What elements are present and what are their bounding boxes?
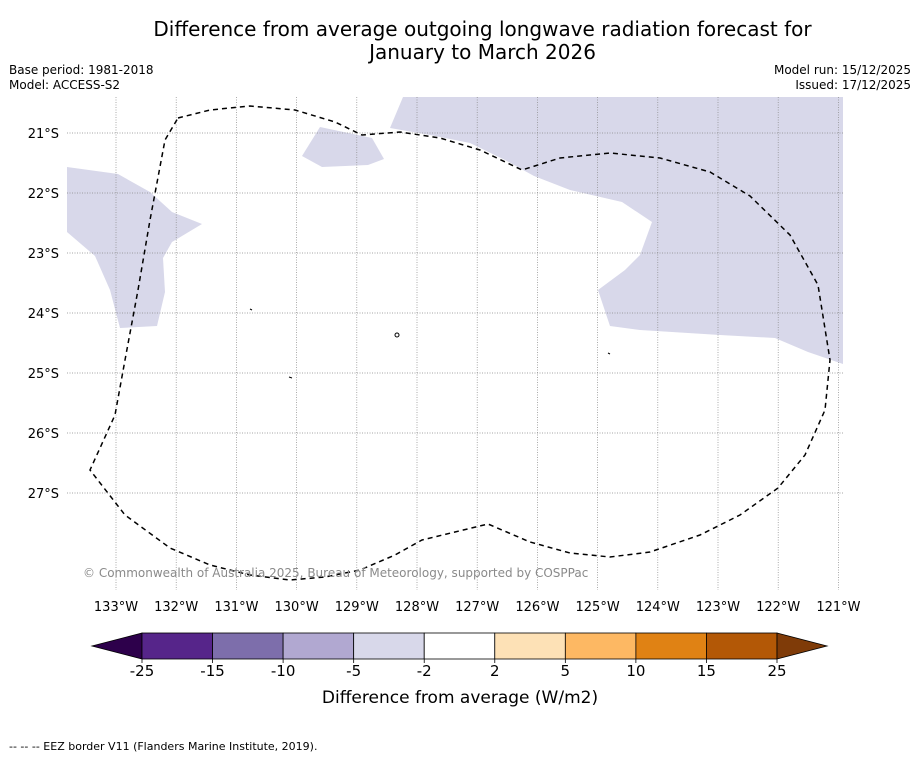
eez-footnote: -- -- -- EEZ border V11 (Flanders Marine…	[9, 740, 318, 753]
map-plot-area: © Commonwealth of Australia 2025, Bureau…	[28, 97, 861, 615]
colorbar-segment	[212, 632, 284, 660]
lon-label: 125°W	[576, 600, 620, 615]
colorbar-tick-label: -25	[130, 662, 155, 680]
colorbar-tick-label: -10	[271, 662, 296, 680]
meta-left: Base period: 1981-2018 Model: ACCESS-S2	[9, 63, 154, 93]
meta-right: Model run: 15/12/2025 Issued: 17/12/2025	[774, 63, 911, 93]
lat-label: 24°S	[28, 307, 59, 322]
colorbar: -25 -15 -10 -5 -2 2 5 10 15 25 Difference from av…	[90, 632, 829, 708]
lon-label: 123°W	[696, 600, 740, 615]
lon-label: 121°W	[816, 600, 860, 615]
colorbar-segment	[494, 632, 566, 660]
model-name: Model: ACCESS-S2	[9, 78, 121, 92]
lon-label: 129°W	[335, 600, 379, 615]
colorbar-tick-label: 5	[561, 662, 571, 680]
shading-region-east	[390, 97, 843, 364]
title-line-1: Difference from average outgoing longwav…	[153, 17, 812, 41]
colorbar-segment	[282, 632, 355, 660]
negative-anomaly-shading	[67, 97, 843, 364]
lon-label: 128°W	[395, 600, 439, 615]
colorbar-label: Difference from average (W/m2)	[322, 688, 598, 708]
colorbar-tick-label: 10	[626, 662, 645, 680]
island-marker-1	[249, 308, 253, 311]
colorbar-segment	[353, 632, 425, 660]
model-run: Model run: 15/12/2025	[773, 63, 911, 77]
colorbar-segment	[564, 632, 637, 660]
lat-label: 23°S	[28, 247, 59, 262]
colorbar-segment	[141, 632, 213, 660]
lon-label: 127°W	[455, 600, 499, 615]
lat-label: 27°S	[28, 487, 59, 502]
lat-label: 26°S	[28, 427, 59, 442]
colorbar-tick-label: -2	[417, 662, 432, 680]
lat-label: 22°S	[28, 187, 59, 202]
graticule	[67, 97, 843, 590]
island-marker-2	[394, 332, 400, 338]
colorbar-extend-low	[90, 632, 143, 660]
lat-label: 21°S	[28, 127, 59, 142]
eez-border	[89, 105, 831, 581]
lon-label: 124°W	[636, 600, 680, 615]
colorbar-tick-label: -5	[346, 662, 361, 680]
colorbar-segment	[423, 632, 496, 660]
lon-label: 132°W	[154, 600, 198, 615]
lat-labels: 21°S 22°S 23°S 24°S 25°S 26°S 27°S	[28, 127, 59, 502]
copyright-text: © Commonwealth of Australia 2025, Bureau…	[83, 566, 588, 580]
lon-label: 122°W	[756, 600, 800, 615]
colorbar-tick-label: 15	[697, 662, 716, 680]
colorbar-segments	[141, 632, 778, 660]
colorbar-segment	[706, 632, 778, 660]
colorbar-extend-high	[776, 632, 829, 660]
colorbar-tick-label: 2	[490, 662, 500, 680]
title-line-2: January to March 2026	[369, 40, 596, 64]
colorbar-tick-label: 25	[767, 662, 786, 680]
lon-label: 130°W	[275, 600, 319, 615]
lon-label: 126°W	[515, 600, 559, 615]
island-markers	[249, 308, 611, 379]
lon-labels: 133°W 132°W 131°W 130°W 129°W 128°W 127°W 126°W…	[94, 600, 861, 615]
base-period: Base period: 1981-2018	[9, 63, 154, 77]
lon-label: 133°W	[94, 600, 138, 615]
colorbar-ticks: -25 -15 -10 -5 -2 2 5 10 15 25	[130, 659, 787, 680]
island-marker-3	[607, 352, 611, 355]
colorbar-tick-label: -15	[200, 662, 225, 680]
lat-label: 25°S	[28, 367, 59, 382]
shading-region-west	[67, 167, 202, 328]
colorbar-segment	[635, 632, 707, 660]
island-marker-4	[288, 376, 293, 379]
shading-region-small	[302, 127, 384, 167]
map-title: Difference from average outgoing longwav…	[0, 18, 919, 64]
lon-label: 131°W	[214, 600, 258, 615]
issued-date: Issued: 17/12/2025	[795, 78, 911, 92]
